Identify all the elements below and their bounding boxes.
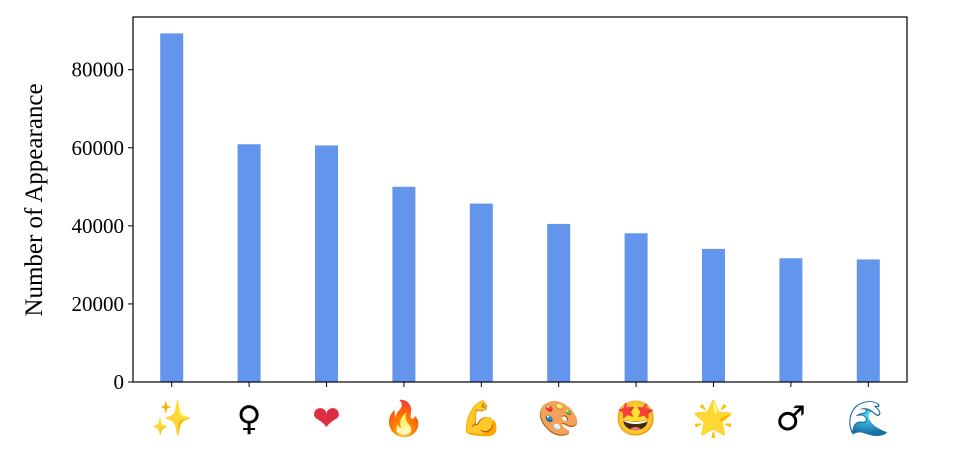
bar-artist-palette [547,223,571,382]
y-tick-label-60000: 60000 [72,136,125,160]
plot-frame [132,16,908,383]
y-tick-label-0: 0 [114,370,125,394]
bar-glowing-star [702,248,725,382]
x-axis: ✨ ♀ ❤ 🔥 💪 🎨 🤩 🌟 ♂ 🌊 [151,382,889,439]
water-wave-icon: 🌊 [847,399,889,439]
bar-star-struck [624,233,648,382]
bar-female-sign [237,144,261,382]
bar-water-wave [856,259,880,382]
artist-palette-icon: 🎨 [538,398,580,439]
y-axis-title: Number of Appearance [21,83,48,316]
y-axis-title-group: Number of Appearance [21,83,48,316]
fire-icon: 🔥 [383,399,425,439]
y-axis: 0 20000 40000 60000 80000 [72,58,133,394]
glowing-star-icon: 🌟 [692,399,734,439]
bars [160,33,880,382]
bar-male-sign [779,258,803,382]
flexed-biceps-icon: 💪 [460,399,502,439]
bar-red-heart [315,145,338,382]
bar-fire [392,186,416,382]
y-tick-label-20000: 20000 [72,292,125,316]
bar-sparkles [160,33,184,382]
female-sign-icon: ♀ [237,399,262,439]
sparkles-icon: ✨ [151,399,193,439]
male-sign-icon: ♂ [776,399,806,439]
star-struck-icon: 🤩 [615,399,657,439]
y-tick-label-40000: 40000 [72,214,125,238]
red-heart-icon: ❤ [312,399,341,439]
y-tick-label-80000: 80000 [72,58,125,82]
bar-flexed-biceps [469,203,493,382]
